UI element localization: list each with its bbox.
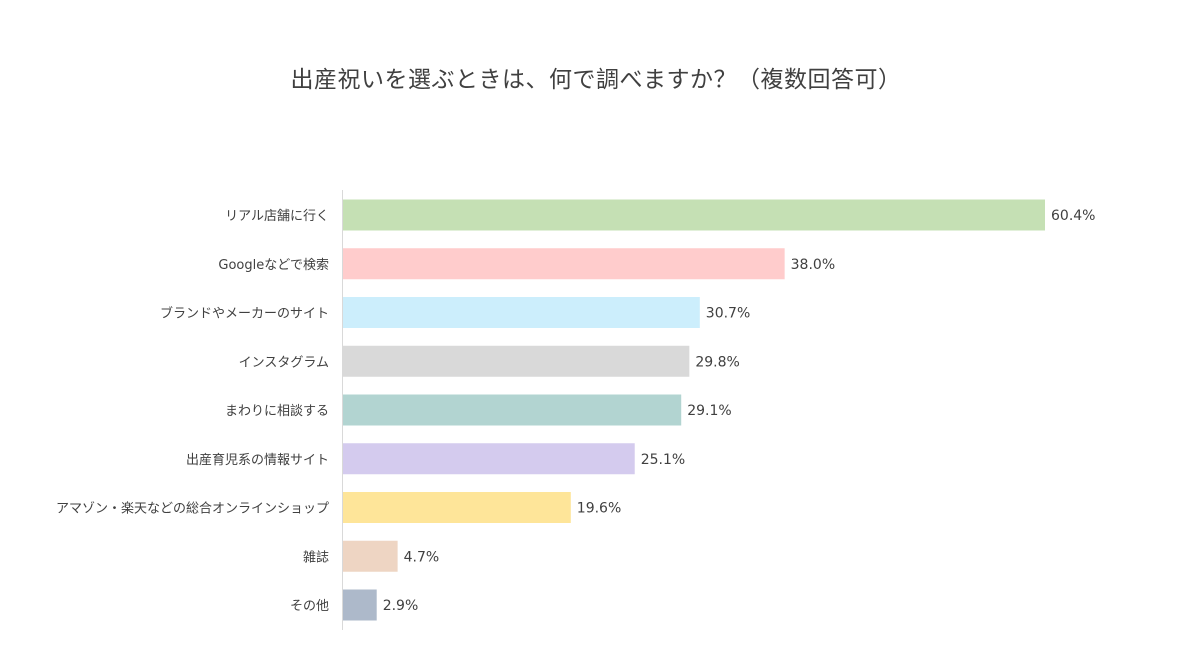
value-label: 29.1%: [687, 403, 731, 419]
value-label: 19.6%: [577, 501, 621, 517]
bar-1: [343, 248, 785, 280]
value-label: 38.0%: [791, 257, 835, 273]
bar-4: [343, 394, 682, 426]
value-label: 29.8%: [695, 354, 739, 370]
category-label: 出産育児系の情報サイト: [186, 452, 329, 468]
category-label: リアル店舗に行く: [225, 209, 329, 224]
bar-0: [343, 199, 1045, 231]
category-label: インスタグラム: [239, 355, 329, 370]
category-label: ブランドやメーカーのサイト: [160, 306, 329, 322]
category-label: 雑誌: [303, 549, 329, 565]
category-label: Googleなどで検索: [218, 258, 329, 273]
category-label: アマゾン・楽天などの総合オンラインショップ: [56, 501, 329, 517]
value-label: 4.7%: [404, 549, 440, 565]
category-label: その他: [290, 599, 329, 614]
bar-3: [343, 345, 690, 377]
bar-6: [343, 492, 571, 523]
value-label: 25.1%: [641, 452, 685, 468]
chart-title: 出産祝いを選ぶときは、何で調べますか？（複数回答可）: [290, 67, 902, 93]
bar-5: [343, 443, 635, 475]
value-label: 60.4%: [1051, 208, 1095, 224]
bar-2: [343, 297, 700, 328]
bar-8: [343, 589, 377, 621]
category-label: まわりに相談する: [225, 403, 329, 419]
value-label: 30.7%: [706, 306, 750, 322]
bars-group: リアル店舗に行く 60.4% Googleなどで検索 38.0% ブランドやメーカーのサ…: [56, 199, 1095, 621]
value-label: 2.9%: [383, 598, 419, 614]
bar-7: [343, 540, 398, 572]
